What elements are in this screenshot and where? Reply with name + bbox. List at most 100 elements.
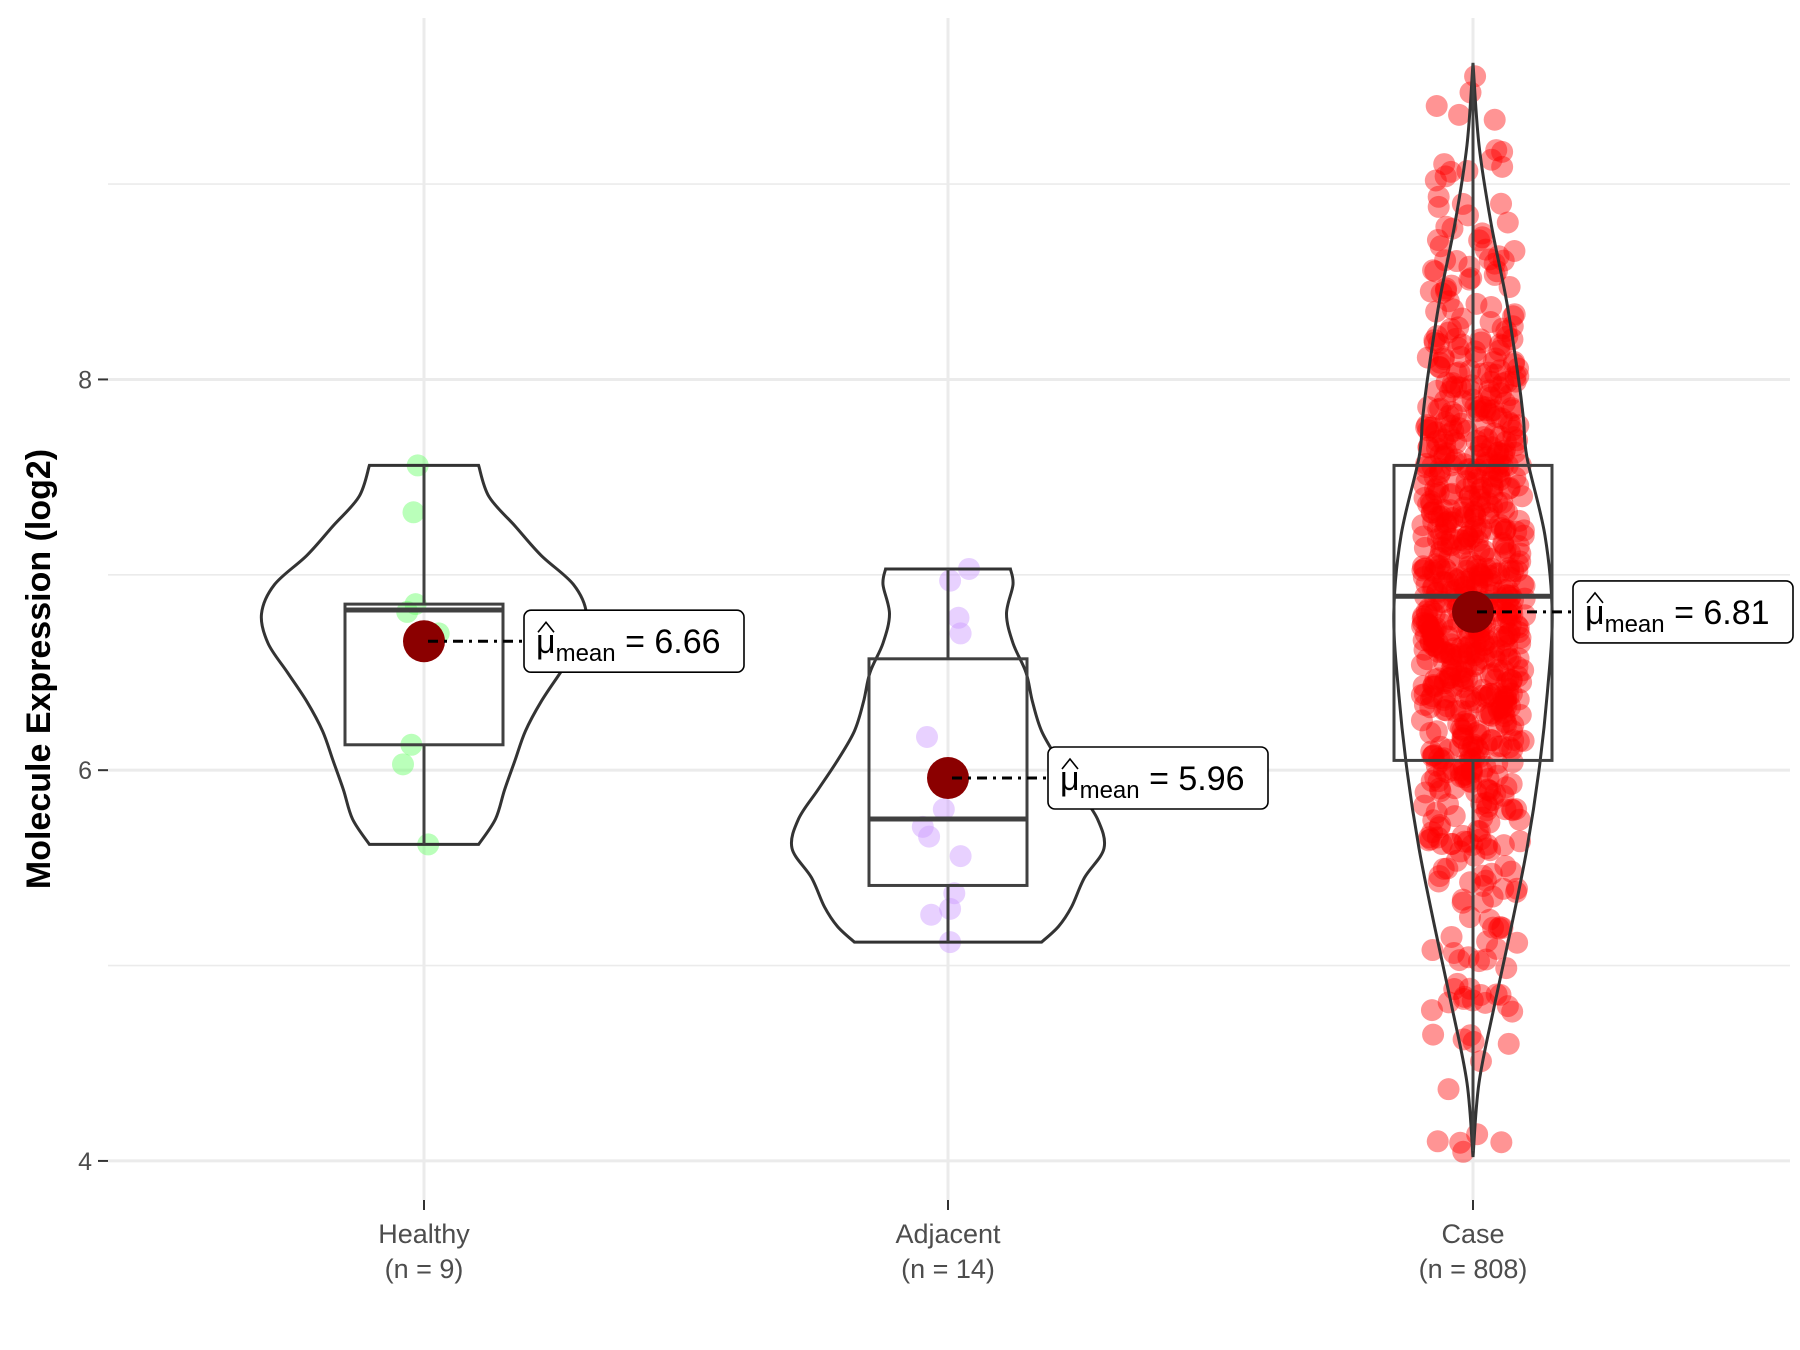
data-point xyxy=(1469,478,1492,501)
data-point xyxy=(1499,413,1522,436)
data-point xyxy=(1433,641,1456,664)
data-point xyxy=(1424,482,1447,505)
data-point xyxy=(1491,155,1514,178)
data-point xyxy=(1459,550,1482,573)
data-point xyxy=(1456,525,1479,548)
data-point xyxy=(1431,570,1454,593)
data-point xyxy=(1506,656,1529,679)
data-point xyxy=(1423,675,1446,698)
data-point xyxy=(1495,672,1518,695)
data-point xyxy=(1420,501,1443,524)
mean-label-text: μmean = 6.81 xyxy=(1585,594,1770,638)
data-point xyxy=(1488,339,1511,362)
data-point xyxy=(1453,766,1476,789)
data-point xyxy=(1473,415,1496,438)
data-point xyxy=(1457,641,1480,664)
data-point xyxy=(1481,475,1504,498)
data-point xyxy=(1443,450,1466,473)
data-point xyxy=(1459,685,1482,708)
data-point xyxy=(1485,562,1508,585)
data-point xyxy=(1434,411,1457,434)
data-point xyxy=(1421,416,1444,439)
data-point xyxy=(1451,670,1474,693)
data-point xyxy=(1489,333,1512,356)
data-point xyxy=(1460,669,1483,692)
data-point xyxy=(1499,603,1522,626)
data-point xyxy=(1474,869,1497,892)
data-point xyxy=(1432,650,1455,673)
data-point xyxy=(1432,688,1455,711)
data-point xyxy=(1480,436,1503,459)
data-point xyxy=(1476,795,1499,818)
data-point xyxy=(1421,745,1444,768)
data-point xyxy=(1477,767,1500,790)
data-point xyxy=(1477,685,1500,708)
data-point xyxy=(1487,735,1510,758)
data-point xyxy=(1419,280,1442,303)
data-point xyxy=(1430,505,1453,528)
data-point xyxy=(1426,826,1449,849)
data-point xyxy=(1445,375,1468,398)
data-point xyxy=(1451,719,1474,742)
data-point xyxy=(1438,546,1461,569)
data-point xyxy=(1474,991,1497,1014)
data-point xyxy=(1449,1131,1472,1154)
data-point xyxy=(1509,542,1532,565)
data-point xyxy=(1494,711,1517,734)
y-tick-label: 4 xyxy=(78,1148,92,1176)
data-point xyxy=(1442,941,1465,964)
data-point xyxy=(1507,621,1530,644)
data-point xyxy=(1470,443,1493,466)
data-point xyxy=(1506,665,1529,688)
data-point xyxy=(1484,668,1507,691)
data-point xyxy=(1423,465,1446,488)
data-point xyxy=(1457,555,1480,578)
data-point xyxy=(1451,307,1474,330)
group-case: μmean = 6.81 xyxy=(1392,62,1794,1163)
data-point xyxy=(1501,738,1524,761)
data-point xyxy=(1412,674,1435,697)
data-point xyxy=(1474,640,1497,663)
data-point xyxy=(1467,738,1490,761)
data-point xyxy=(1501,419,1524,442)
data-point xyxy=(1422,627,1445,650)
data-point xyxy=(1469,521,1492,544)
data-point xyxy=(1475,791,1498,814)
data-point xyxy=(1451,333,1474,356)
data-point xyxy=(1449,376,1472,399)
data-point xyxy=(1506,931,1529,954)
data-point xyxy=(1441,372,1464,395)
data-point xyxy=(1460,489,1483,512)
data-point xyxy=(1436,571,1459,594)
data-point xyxy=(1429,557,1452,580)
data-point xyxy=(1415,600,1438,623)
data-point xyxy=(1466,529,1489,552)
data-point xyxy=(1480,399,1503,422)
data-point xyxy=(1498,622,1521,645)
data-point xyxy=(1441,217,1464,240)
data-point xyxy=(1440,414,1463,437)
data-point xyxy=(1487,376,1510,399)
data-point xyxy=(1477,361,1500,384)
data-point xyxy=(1493,705,1516,728)
data-point xyxy=(1414,781,1437,804)
data-point xyxy=(1434,389,1457,412)
data-point xyxy=(1451,501,1474,524)
data-point xyxy=(1481,662,1504,685)
data-point xyxy=(1482,916,1505,939)
data-point xyxy=(1499,647,1522,670)
data-point xyxy=(1410,683,1433,706)
data-point xyxy=(1503,350,1526,373)
data-point xyxy=(1445,250,1468,273)
data-point xyxy=(1418,597,1441,620)
data-point xyxy=(1428,777,1451,800)
data-point xyxy=(1440,633,1463,656)
y-tick-label: 6 xyxy=(78,757,92,785)
data-point xyxy=(1429,813,1452,836)
data-point xyxy=(1433,698,1456,721)
data-point xyxy=(1441,655,1464,678)
data-point xyxy=(1426,1130,1449,1153)
data-point xyxy=(1451,192,1474,215)
data-point xyxy=(1440,658,1463,681)
data-point xyxy=(918,825,941,848)
